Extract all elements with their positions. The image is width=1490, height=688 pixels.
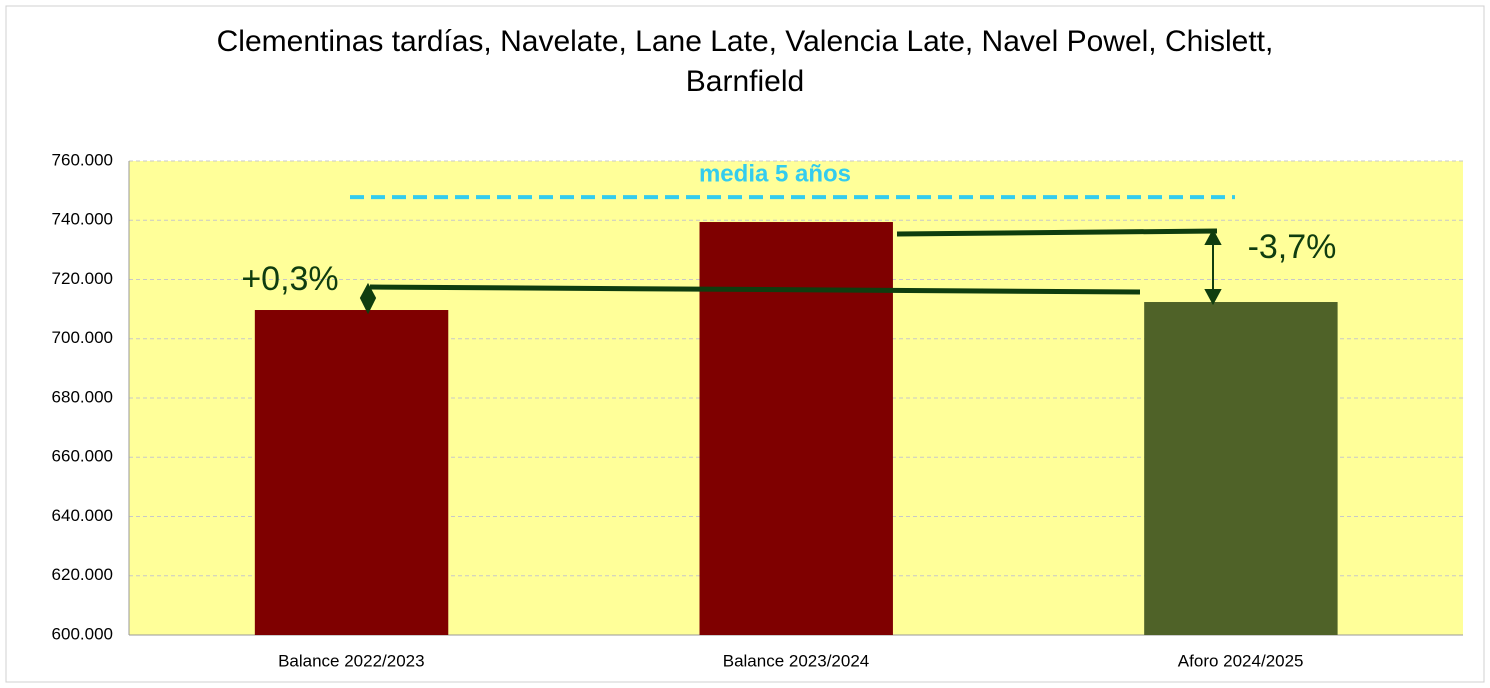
y-tick-label: 680.000 <box>52 387 113 406</box>
x-tick-label: Balance 2023/2024 <box>723 651 870 670</box>
change-markers <box>359 228 1222 315</box>
annotation: +0,3% <box>241 260 338 298</box>
y-tick-label: 600.000 <box>52 624 113 643</box>
x-tick-label: Balance 2022/2023 <box>278 651 425 670</box>
annotation: -3,7% <box>1248 228 1337 266</box>
diamond-marker <box>359 282 377 315</box>
y-tick-label: 640.000 <box>52 506 113 525</box>
arrow-heads <box>1204 228 1222 306</box>
y-tick-label: 660.000 <box>52 447 113 466</box>
bar <box>1144 302 1338 635</box>
connector-line <box>369 284 1141 295</box>
chart-title: Clementinas tardías, Navelate, Lane Late… <box>216 25 1274 98</box>
x-tick-label: Aforo 2024/2025 <box>1178 651 1304 670</box>
title-box: Clementinas tardías, Navelate, Lane Late… <box>216 25 1274 98</box>
bar <box>254 310 449 635</box>
reference-label: media 5 años <box>699 160 851 187</box>
bar <box>699 222 893 635</box>
y-tick-label: 720.000 <box>52 269 113 288</box>
connectors <box>369 228 1218 295</box>
y-tick-label: 700.000 <box>52 328 113 347</box>
y-tick-label: 620.000 <box>52 565 113 584</box>
y-tick-label: 760.000 <box>52 150 113 169</box>
connector-line <box>896 228 1218 237</box>
y-tick-label: 740.000 <box>52 210 113 229</box>
